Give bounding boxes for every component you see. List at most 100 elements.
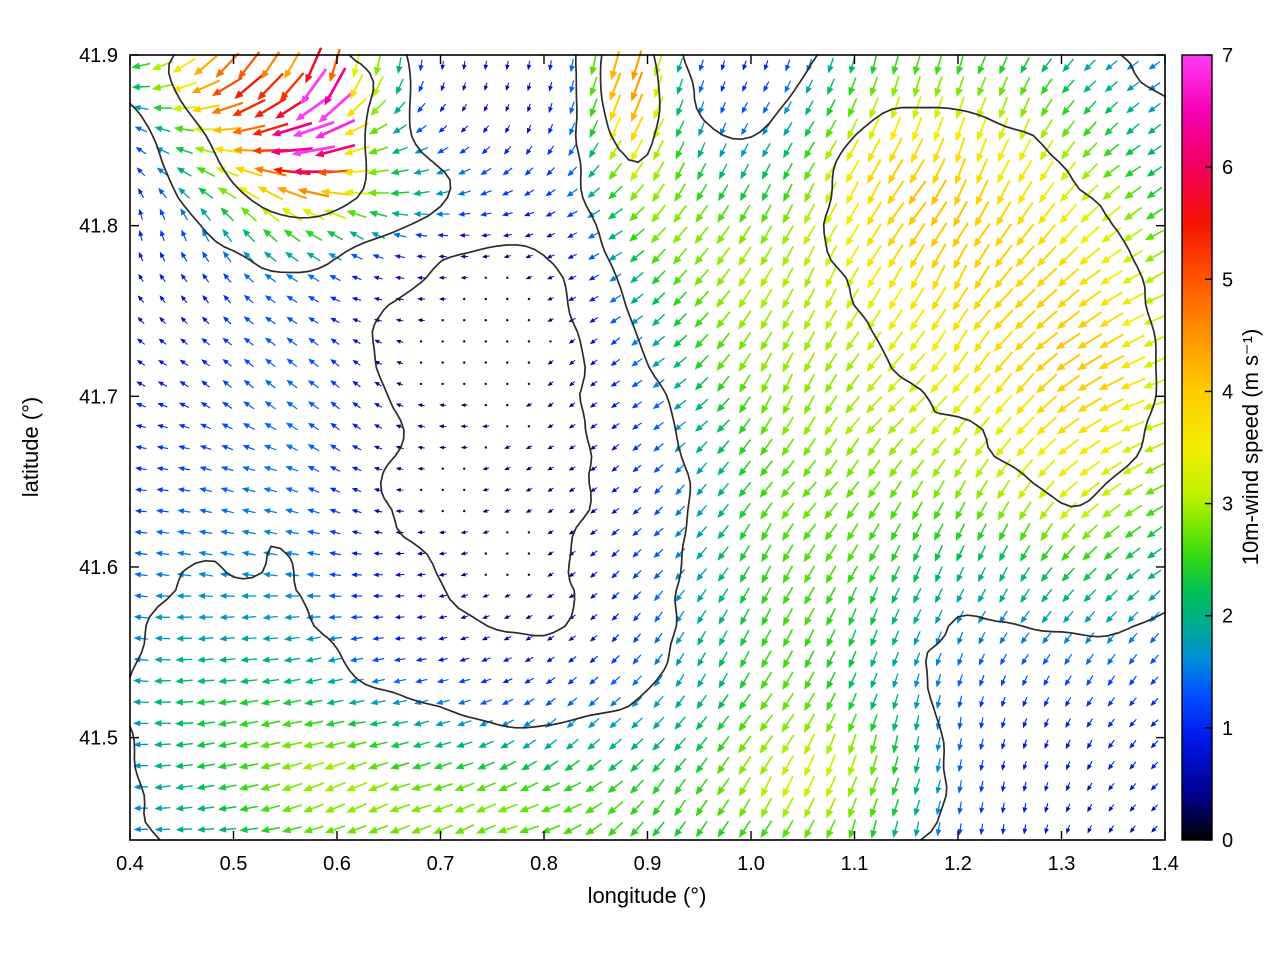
- wind-arrow: [203, 552, 213, 556]
- wind-arrow-head: [957, 722, 963, 730]
- wind-arrow-head: [977, 553, 985, 562]
- wind-arrow-head: [652, 171, 661, 182]
- wind-arrow-head: [957, 786, 963, 794]
- wind-arrow: [1126, 377, 1146, 388]
- wind-arrow-head: [257, 186, 268, 194]
- wind-arrow-head: [845, 236, 854, 247]
- wind-arrow-head: [1077, 383, 1087, 392]
- wind-arrow-head: [346, 826, 357, 834]
- wind-arrow-head: [781, 744, 790, 755]
- wind-arrow-head: [1144, 275, 1154, 284]
- wind-arrow-head: [955, 510, 963, 521]
- wind-arrow-head: [782, 235, 790, 246]
- wind-arrow-head: [609, 70, 618, 81]
- wind-arrow-head: [175, 826, 184, 833]
- wind-arrow: [849, 331, 860, 346]
- wind-arrow-head: [211, 106, 221, 114]
- wind-arrow: [871, 96, 879, 113]
- wind-arrow: [934, 416, 948, 431]
- wind-arrow: [656, 716, 665, 726]
- wind-arrow-head: [738, 765, 747, 775]
- wind-arrow-head: [1150, 700, 1157, 706]
- wind-arrow-head: [417, 445, 423, 450]
- wind-arrow-head: [160, 229, 165, 237]
- wind-arrow-head: [307, 444, 315, 450]
- wind-arrow-head: [1018, 510, 1027, 521]
- wind-arrow: [1043, 545, 1053, 557]
- wind-arrow-head: [632, 572, 639, 579]
- wind-arrow: [1043, 78, 1053, 90]
- wind-arrow: [246, 658, 258, 661]
- wind-arrow-head: [994, 258, 1004, 268]
- wind-arrow-head: [396, 86, 403, 95]
- wind-arrow-head: [389, 805, 399, 813]
- wind-arrow: [503, 825, 518, 832]
- wind-arrow: [655, 758, 666, 769]
- wind-arrow-head: [760, 362, 769, 373]
- wind-arrow: [290, 510, 299, 514]
- wind-arrow: [1022, 522, 1031, 536]
- wind-arrow-head: [716, 361, 725, 371]
- wind-arrow: [699, 630, 707, 641]
- wind-arrow-head: [932, 280, 940, 291]
- wind-arrow-head: [740, 149, 747, 158]
- wind-arrow-head: [739, 786, 747, 797]
- wind-arrow-head: [562, 805, 573, 813]
- wind-arrow-head: [1077, 425, 1088, 434]
- wind-arrow: [785, 650, 794, 663]
- wind-arrow: [828, 266, 837, 283]
- wind-arrow-head: [369, 720, 378, 727]
- wind-arrow: [955, 308, 969, 327]
- wind-arrow-head: [930, 384, 939, 394]
- wind-arrow-head: [1037, 447, 1047, 457]
- wind-arrow: [570, 166, 578, 174]
- wind-arrow-head: [761, 659, 769, 669]
- wind-arrow-head: [762, 149, 769, 158]
- wind-arrow-head: [133, 614, 141, 621]
- wind-arrow: [784, 225, 794, 240]
- wind-arrow-head: [1082, 573, 1092, 582]
- wind-arrow-head: [1061, 85, 1070, 94]
- wind-arrow: [1061, 310, 1081, 326]
- wind-arrow: [1021, 479, 1033, 495]
- wind-arrow: [180, 128, 195, 132]
- wind-arrow-head: [698, 64, 704, 72]
- wind-arrow: [785, 819, 794, 833]
- wind-arrow: [1082, 375, 1103, 389]
- wind-arrow: [527, 297, 531, 301]
- wind-arrow-head: [717, 722, 725, 731]
- wind-arrow-head: [1108, 827, 1114, 834]
- wind-arrow: [979, 56, 986, 69]
- wind-arrow: [1065, 58, 1075, 68]
- wind-arrow: [870, 117, 880, 135]
- wind-arrow-head: [196, 677, 205, 685]
- wind-arrow-head: [351, 551, 358, 556]
- wind-arrow-head: [254, 109, 264, 118]
- wind-arrow: [720, 225, 731, 239]
- wind-arrow-head: [175, 741, 184, 748]
- wind-arrow-head: [568, 339, 575, 344]
- wind-arrow-head: [330, 359, 337, 365]
- wind-arrow: [1130, 568, 1141, 577]
- wind-arrow-head: [133, 720, 141, 727]
- wind-arrow: [203, 658, 214, 661]
- wind-arrow-head: [523, 211, 531, 217]
- wind-arrow-head: [935, 765, 942, 774]
- wind-arrow: [506, 340, 509, 343]
- wind-arrow: [914, 480, 924, 494]
- wind-arrow: [959, 695, 963, 704]
- wind-arrow: [870, 437, 882, 452]
- wind-arrow: [1043, 139, 1054, 156]
- wind-arrow: [159, 107, 173, 110]
- wind-arrow-head: [957, 744, 963, 752]
- wind-arrow-head: [1126, 106, 1135, 114]
- wind-arrow-head: [630, 742, 639, 751]
- wind-arrow-head: [738, 362, 747, 372]
- wind-arrow-head: [1001, 700, 1006, 708]
- contour-path: [371, 243, 593, 637]
- wind-arrow: [720, 440, 730, 450]
- wind-arrow: [936, 55, 943, 69]
- wind-arrow: [527, 573, 531, 576]
- wind-arrow: [656, 548, 664, 555]
- wind-arrow: [330, 803, 346, 811]
